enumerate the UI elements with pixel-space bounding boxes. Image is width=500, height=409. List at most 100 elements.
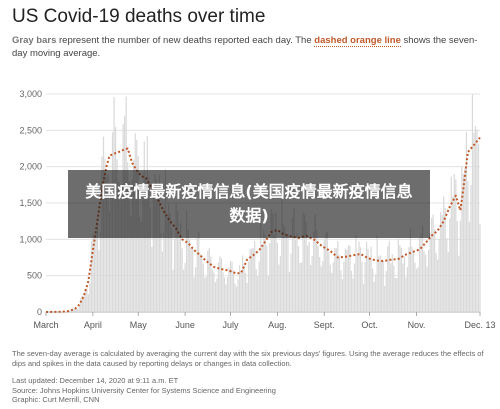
daily-bar [199, 253, 201, 312]
footnote: The seven-day average is calculated by a… [12, 349, 484, 368]
subtitle-gray-bars: Gray bars [12, 35, 57, 46]
y-tick-label: 3,000 [19, 89, 42, 99]
daily-bar [210, 256, 212, 312]
daily-bar [432, 214, 434, 312]
daily-bar [105, 176, 108, 312]
daily-bar [83, 296, 85, 312]
daily-bar [476, 129, 478, 312]
daily-bar [437, 259, 439, 312]
daily-bar [87, 294, 89, 312]
x-tick-label: March [33, 320, 58, 330]
daily-bar [293, 208, 295, 312]
daily-bar [328, 251, 330, 312]
daily-bar [353, 263, 356, 312]
daily-bar [319, 257, 321, 312]
x-tick-label: Oct. [361, 320, 378, 330]
daily-bar [443, 196, 445, 312]
daily-bar [223, 277, 226, 312]
daily-bar [231, 261, 233, 312]
daily-bar [434, 229, 436, 312]
daily-bar [362, 283, 365, 312]
daily-bar [296, 233, 298, 312]
daily-bar [172, 269, 174, 312]
x-tick-label: Dec. 13 [464, 320, 495, 330]
daily-bar [414, 262, 416, 312]
daily-bar [441, 214, 443, 312]
daily-bar [128, 181, 130, 312]
daily-bar [331, 272, 333, 312]
daily-bar [260, 221, 262, 312]
daily-bar [258, 261, 260, 312]
daily-bar [340, 270, 342, 312]
daily-bar [417, 267, 419, 312]
x-tick-label: April [84, 320, 102, 330]
daily-bar [187, 229, 189, 312]
daily-bar [300, 262, 303, 312]
x-axis-ticks: March April May June July Aug. Sept. Oct. Nov. De… [33, 312, 496, 330]
y-tick-label: 500 [27, 271, 42, 281]
moving-average-line [45, 136, 481, 313]
daily-bar [208, 247, 210, 312]
daily-bar [426, 266, 428, 312]
daily-bar [449, 218, 451, 312]
daily-bar [402, 263, 404, 312]
daily-bar [92, 233, 94, 312]
daily-bar [307, 245, 309, 312]
daily-bar [80, 298, 82, 312]
daily-bar [220, 258, 223, 312]
chart-title: US Covid-19 deaths over time [12, 6, 266, 27]
daily-bar [190, 248, 192, 312]
daily-bar [444, 207, 446, 312]
daily-bar [181, 248, 183, 312]
daily-bar [470, 185, 472, 312]
daily-bar [387, 246, 389, 312]
daily-bar [375, 274, 377, 312]
daily-bar [378, 256, 380, 312]
subtitle-text-1: represent the number of new deaths repor… [56, 35, 315, 46]
daily-bar [229, 261, 232, 312]
x-tick-label: July [222, 320, 239, 330]
daily-bar [390, 263, 392, 312]
daily-bar [217, 262, 219, 312]
daily-bar [151, 246, 153, 312]
daily-bar [313, 231, 315, 312]
daily-bar [290, 253, 292, 312]
daily-bar [400, 248, 402, 312]
daily-bar [435, 253, 437, 312]
daily-bar [438, 239, 440, 312]
daily-bar [356, 254, 359, 312]
daily-bar [77, 309, 79, 312]
daily-bar [278, 264, 280, 312]
daily-bar [121, 190, 123, 312]
daily-bar [397, 238, 399, 312]
daily-bar [81, 295, 83, 312]
overlay-text: 美国疫情最新疫情信息(美国疫情最新疫情信息数据) [85, 182, 413, 225]
daily-bar [364, 261, 366, 312]
daily-bar [346, 249, 348, 312]
daily-bar [452, 196, 454, 312]
daily-bar [72, 309, 74, 312]
daily-bar [254, 240, 256, 312]
daily-bar [385, 271, 387, 312]
daily-bar [453, 173, 455, 312]
daily-bar [98, 250, 100, 312]
daily-bar [276, 242, 278, 312]
daily-bar [370, 246, 372, 312]
x-tick-label: Aug. [268, 320, 287, 330]
daily-bar [228, 267, 230, 312]
x-tick-label: June [175, 320, 195, 330]
daily-bar [237, 279, 239, 312]
daily-bar [326, 231, 328, 312]
daily-bar [275, 212, 277, 312]
daily-bar [427, 249, 430, 312]
daily-bar [338, 255, 340, 312]
daily-bar [361, 262, 363, 312]
daily-bar [446, 238, 448, 312]
daily-bar [285, 236, 288, 312]
daily-bar [396, 278, 398, 312]
daily-bar [264, 234, 266, 312]
daily-bar [344, 248, 347, 312]
graphic-credit: Graphic: Curt Merrill, CNN [12, 395, 100, 404]
daily-bar [350, 270, 353, 312]
daily-bar [450, 176, 452, 312]
